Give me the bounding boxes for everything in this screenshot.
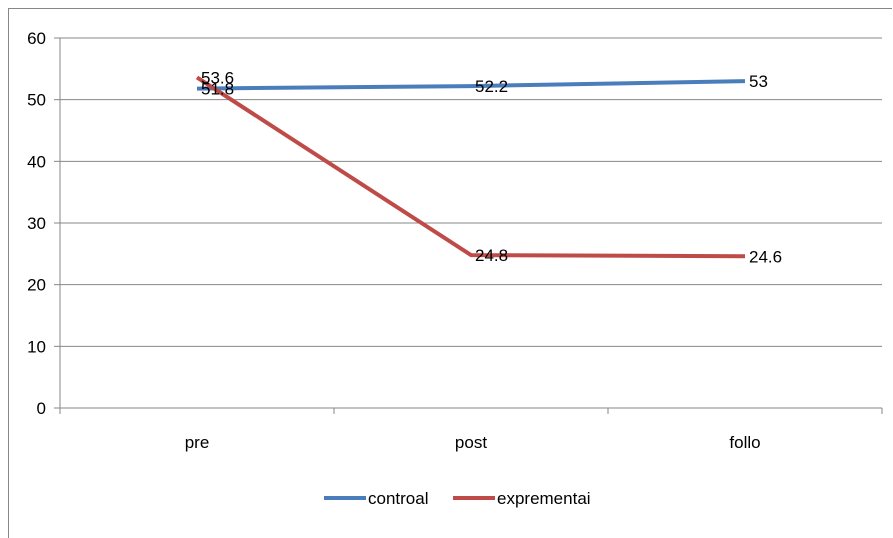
gridlines — [60, 37, 882, 347]
y-tick-label: 30 — [27, 214, 46, 233]
data-label: 24.6 — [749, 247, 782, 266]
data-label: 24.8 — [475, 246, 508, 265]
axes: 0 10 20 30 40 50 60 pre post follo — [27, 29, 883, 452]
y-tick-label: 10 — [27, 337, 46, 356]
data-label: 53 — [749, 72, 768, 91]
y-tick-label: 20 — [27, 276, 46, 295]
x-category-label: pre — [185, 433, 210, 452]
data-label: 51.8 — [201, 80, 234, 99]
x-category-label: follo — [729, 433, 760, 452]
data-label: 52.2 — [475, 77, 508, 96]
series-line-exprementai — [195, 75, 746, 259]
chart-frame — [8, 8, 892, 538]
y-tick-label: 50 — [27, 91, 46, 110]
data-label: 53.6 — [201, 68, 234, 87]
x-category-label: post — [455, 433, 487, 452]
data-labels: 51.8 52.2 53 53.6 24.8 24.6 — [201, 68, 782, 266]
legend-label: exprementai — [497, 489, 591, 508]
series-lines — [195, 75, 746, 259]
y-tick-label: 40 — [27, 152, 46, 171]
y-tick-label: 0 — [37, 399, 46, 418]
series-line-controal — [196, 79, 746, 91]
y-tick-label: 60 — [27, 29, 46, 48]
legend-label: controal — [368, 489, 428, 508]
legend: controal exprementai — [324, 489, 591, 508]
